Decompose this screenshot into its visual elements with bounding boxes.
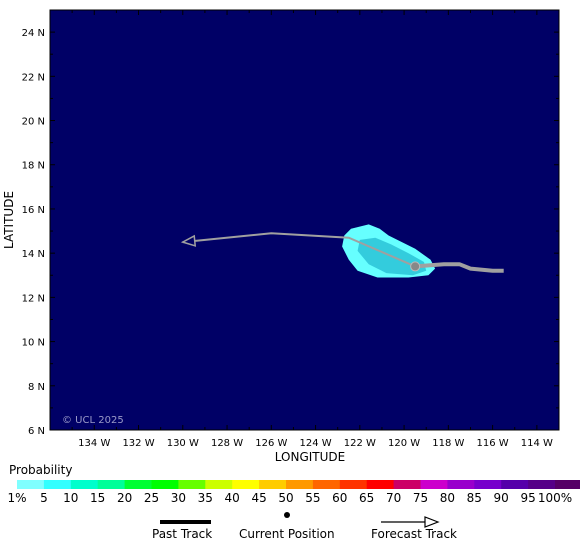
x-tick-label: 128 W xyxy=(211,438,243,449)
x-tick-label: 130 W xyxy=(167,438,199,449)
legend-label: 5 xyxy=(40,491,48,505)
legend-swatch xyxy=(232,480,260,489)
legend-label: 35 xyxy=(198,491,213,505)
legend-label: 70 xyxy=(386,491,401,505)
forecast-track-key-arrowhead xyxy=(424,516,440,528)
past-track-key-label: Past Track xyxy=(152,527,213,541)
legend-swatch xyxy=(312,480,341,489)
legend-label: 55 xyxy=(305,491,320,505)
legend-swatch xyxy=(528,480,556,489)
legend-swatch xyxy=(474,480,502,489)
legend-swatch xyxy=(286,480,314,489)
legend-swatch xyxy=(205,480,233,489)
legend-swatch xyxy=(17,480,45,489)
legend-swatch xyxy=(97,480,126,489)
forecast-track-arrowhead xyxy=(180,234,197,247)
y-tick-label: 18 N xyxy=(22,161,45,172)
legend-label: 80 xyxy=(440,491,455,505)
legend-swatch xyxy=(70,480,99,489)
x-tick-label: 124 W xyxy=(299,438,331,449)
past-track-line xyxy=(415,262,504,273)
legend-swatch xyxy=(178,480,206,489)
legend-label: 85 xyxy=(467,491,482,505)
legend-label: 25 xyxy=(144,491,159,505)
current-position-marker xyxy=(410,261,421,272)
x-tick-label: 116 W xyxy=(477,438,509,449)
legend-label: 90 xyxy=(494,491,509,505)
ocean-background xyxy=(50,10,559,430)
y-tick-label: 12 N xyxy=(22,293,45,304)
y-axis-title: LATITUDE xyxy=(2,191,16,249)
y-tick-label: 10 N xyxy=(22,338,45,349)
legend-label: 50 xyxy=(278,491,293,505)
y-tick-label: 20 N xyxy=(22,117,45,128)
x-axis-title: LONGITUDE xyxy=(275,450,345,464)
x-tick-label: 118 W xyxy=(432,438,464,449)
legend-swatch xyxy=(420,480,448,489)
legend-swatch xyxy=(447,480,475,489)
y-tick-label: 22 N xyxy=(22,72,45,83)
legend-label: 65 xyxy=(359,491,374,505)
legend-label: 15 xyxy=(90,491,105,505)
legend-swatch xyxy=(339,480,368,489)
legend-label: 45 xyxy=(251,491,266,505)
legend-label: 1% xyxy=(7,491,26,505)
track-layer xyxy=(180,232,504,273)
x-tick-label: 134 W xyxy=(78,438,110,449)
x-tick-label: 120 W xyxy=(388,438,420,449)
track-key xyxy=(160,512,440,528)
y-tick-label: 6 N xyxy=(28,426,45,437)
legend-label: 60 xyxy=(332,491,347,505)
y-tick-label: 8 N xyxy=(28,382,45,393)
legend-label: 75 xyxy=(413,491,428,505)
y-tick-label: 24 N xyxy=(22,28,45,39)
current-position-key-label: Current Position xyxy=(239,527,335,541)
legend-title: Probability xyxy=(9,463,73,477)
x-tick-label: 132 W xyxy=(122,438,154,449)
forecast-track-key-label: Forecast Track xyxy=(371,527,457,541)
y-tick-label: 14 N xyxy=(22,249,45,260)
x-tick-label: 126 W xyxy=(255,438,287,449)
map-axes: 134 W 132 W 130 W 128 W 126 W 124 W 122 W 120 W… xyxy=(22,9,560,449)
legend-swatch xyxy=(43,480,72,489)
legend-label: 100% xyxy=(538,491,572,505)
legend-label: 30 xyxy=(171,491,186,505)
legend-swatch xyxy=(259,480,287,489)
legend-swatch xyxy=(555,480,580,489)
legend-swatch xyxy=(151,480,179,489)
x-tick-label: 122 W xyxy=(344,438,376,449)
y-tick-label: 16 N xyxy=(22,205,45,216)
x-tick-label: 114 W xyxy=(521,438,553,449)
legend-swatch xyxy=(366,480,395,489)
legend-swatch xyxy=(501,480,529,489)
probability-legend-bar: 1% 5 10 15 20 25 30 35 40 45 50 55 60 65 70 75 80 85 90 95 1… xyxy=(7,480,580,505)
credit-label: © UCL 2025 xyxy=(62,415,124,426)
forecast-track-line xyxy=(182,232,416,268)
map-frame xyxy=(49,9,560,431)
legend-label: 95 xyxy=(520,491,535,505)
legend-label: 10 xyxy=(63,491,78,505)
legend-label: 20 xyxy=(117,491,132,505)
legend-swatch xyxy=(393,480,421,489)
legend-label: 40 xyxy=(225,491,240,505)
legend-swatch xyxy=(124,480,152,489)
current-position-key-symbol xyxy=(284,512,290,518)
